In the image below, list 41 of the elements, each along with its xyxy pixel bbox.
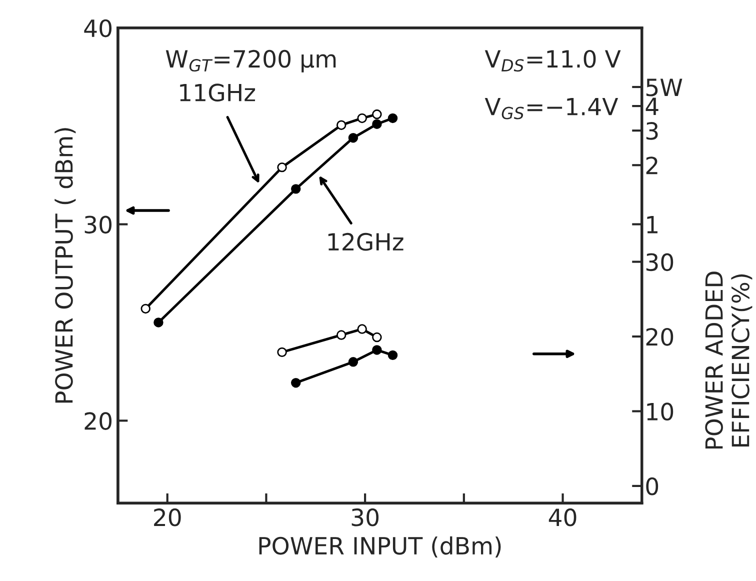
y2-tick-label: 1 (647, 216, 658, 234)
point (291, 184, 301, 194)
point (140, 304, 150, 314)
y-axis-title: POWER OUTPUT ( dBm) (54, 128, 76, 403)
y-tick-label: 40 (84, 19, 112, 38)
legend-label: 12GHz (328, 232, 404, 251)
x-tick-label: 20 (154, 508, 181, 526)
point (357, 324, 367, 334)
annotation: V$_{GS}$=−1.4V (484, 98, 618, 120)
point (372, 109, 382, 120)
y3-axis-title: POWER ADDED EFFICIENCY(%) (705, 272, 752, 449)
annotation: V$_{DS}$=11.0 V (484, 50, 621, 72)
point (388, 350, 398, 360)
y3-tick-label: 30 (646, 253, 674, 272)
point (388, 113, 398, 124)
point (336, 330, 346, 340)
point (348, 357, 358, 367)
point (277, 162, 287, 172)
y2-tick-label: 3 (646, 122, 658, 140)
point (336, 120, 346, 130)
point (372, 345, 382, 355)
y2-tick-label: 4 (646, 98, 658, 115)
point (372, 119, 382, 129)
x-tick-label: 30 (352, 508, 379, 526)
point (357, 113, 367, 124)
point (154, 318, 164, 328)
y2-tick-label: 2 (646, 156, 658, 174)
y-tick-label: 20 (84, 412, 112, 430)
y3-tick-label: 20 (646, 328, 674, 346)
point (277, 347, 287, 358)
y3-tick-label: 10 (647, 402, 674, 421)
point (348, 133, 358, 143)
x-axis-title: POWER INPUT (dBm) (259, 536, 501, 558)
y3-tick-label: 0 (646, 477, 658, 496)
point (291, 378, 301, 388)
x-tick-label: 40 (548, 508, 576, 526)
y-tick-label: 30 (84, 216, 112, 234)
y2-tick-label: 5W (646, 78, 682, 96)
text: 11GHz (180, 84, 256, 102)
point (372, 332, 382, 342)
annotation: W$_{GT}$=7200 µm (166, 50, 336, 72)
